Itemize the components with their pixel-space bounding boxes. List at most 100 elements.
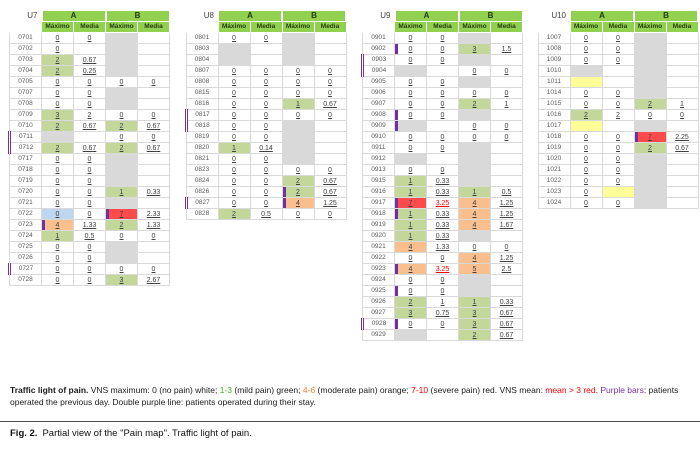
cell-0820-b-media [313,142,347,154]
patient-row: 1008 0 0 [537,43,699,55]
cell-1023-a-maximo: 0 [569,186,603,198]
cell-0704-a-media: 0.25 [73,65,106,77]
patient-row: 0828 2 0.5 0 0 [185,208,347,220]
cell-0903-a-media: 0 [426,54,459,66]
cell-1007-b-maximo [633,32,667,44]
vns-value: 0 [232,122,236,130]
room-id: 0902 [362,43,395,55]
cell-0725-b-media [137,241,170,253]
cell-0807-a-media: 0 [249,65,283,77]
cell-0823-b-maximo: 0 [281,164,315,176]
room-id: 0923 [362,263,395,275]
patient-row: 0723 4 1.33 2 1.33 [9,219,170,231]
vns-value: 0 [616,45,620,53]
cell-0718-b-maximo [105,164,138,176]
cell-0712-b-media: 0.67 [137,142,170,154]
room-id: 1014 [537,87,571,99]
cell-0909-a-media [426,120,459,132]
cell-0821-a-media: 0 [249,153,283,165]
vns-value: 0 [55,188,60,196]
patient-row: 0807 0 0 0 0 [185,65,347,77]
room-id: 1018 [537,131,571,143]
cell-1019-a-maximo: 0 [569,142,603,154]
patient-row: 0824 0 0 2 0.67 [185,175,347,187]
vns-value: 0.67 [82,144,97,152]
bed-group-header-b: B [281,10,347,22]
vns-value: 0 [87,100,92,108]
cell-0826-a-media: 0 [249,186,283,198]
cell-0918-b-maximo: 4 [458,208,491,220]
vns-value: 0 [616,56,620,64]
vns-value: 3.25 [435,265,450,273]
room-id: 0717 [9,153,42,165]
vns-value: 3 [472,309,477,317]
room-id: 0711 [8,131,42,143]
vns-value: 0 [616,155,620,163]
cell-0915-a-maximo: 1 [394,175,427,187]
cell-0703-a-media: 0.67 [73,54,106,66]
cell-0826-b-maximo: 2 [281,186,315,198]
patient-row: 0705 0 0 0 0 [9,76,170,88]
room-id: 1022 [537,175,571,187]
vns-value: 1 [296,100,300,108]
cell-1008-a-maximo: 0 [569,43,603,55]
vns-value: 0 [616,177,620,185]
patient-row: 0803 [185,43,347,55]
cell-0708-b-maximo [105,98,138,110]
vns-value: 0 [408,144,413,152]
cell-0921-b-media: 0 [490,241,523,253]
cell-1014-b-maximo [633,87,667,99]
cell-0707-a-maximo: 0 [41,87,74,99]
cell-0821-b-media [313,153,347,165]
patient-row: 0929 2 0.67 [362,329,523,341]
patient-row: 0906 0 0 0 0 [362,87,523,99]
header-spacer [362,21,395,33]
vns-value: 1 [55,232,60,240]
vns-value: 0 [408,276,413,284]
cell-0905-a-maximo: 0 [394,76,427,88]
cell-0727-a-media: 0 [73,263,106,275]
cell-0727-b-maximo: 0 [105,263,138,275]
patient-row: 0701 0 0 [9,32,170,44]
vns-value: 0 [87,276,92,284]
vns-value: 2 [55,56,60,64]
cell-0728-b-media: 2.67 [137,274,170,286]
vns-value: 1.33 [146,221,161,229]
pain-map-figure: U7 A B Máximo Media Máximo Media 0701 0 0 0702 0 070… [0,10,700,439]
cell-0720-b-media: 0.33 [137,186,170,198]
cell-0913-b-media [490,164,523,176]
cell-0724-a-maximo: 1 [41,230,74,242]
cell-1016-a-media: 2 [601,109,635,121]
cell-0923-a-media: 3.25 [426,263,459,275]
patient-row: 0728 0 0 3 2.67 [9,274,170,286]
room-id: 0819 [185,131,219,143]
patient-row: 0928 0 0 3 0.67 [361,318,523,330]
cell-0707-b-maximo [105,87,138,99]
vns-value: 0.33 [146,188,161,196]
vns-value: 0 [504,89,509,97]
room-id: 1024 [537,197,571,209]
cell-1021-b-maximo [633,164,667,176]
vns-value: 0 [616,144,620,152]
cell-0819-a-maximo: 0 [217,131,251,143]
room-id: 0820 [185,142,219,154]
room-id: 0925 [362,285,395,297]
header-spacer [9,21,42,33]
cell-1011-b-media [665,76,699,88]
vns-value: 0 [616,133,620,141]
vns-value: 0 [119,78,124,86]
patient-row: 0724 1 0.5 0 0 [9,230,170,242]
cell-0808-b-maximo: 0 [281,76,315,88]
room-id: 0919 [362,219,395,231]
vns-value: 0 [504,133,509,141]
cell-0907-b-maximo: 2 [458,98,491,110]
cell-0919-a-media: 0.33 [426,219,459,231]
cell-0923-a-maximo: 4 [394,263,427,275]
cell-0911-b-media [490,142,523,154]
cell-0711-a-media [73,131,106,143]
cell-0725-b-maximo [105,241,138,253]
patient-row: 0819 0 0 [185,131,347,143]
room-id: 0721 [9,197,42,209]
cell-1020-a-maximo: 0 [569,153,603,165]
cell-1024-b-maximo [633,197,667,209]
